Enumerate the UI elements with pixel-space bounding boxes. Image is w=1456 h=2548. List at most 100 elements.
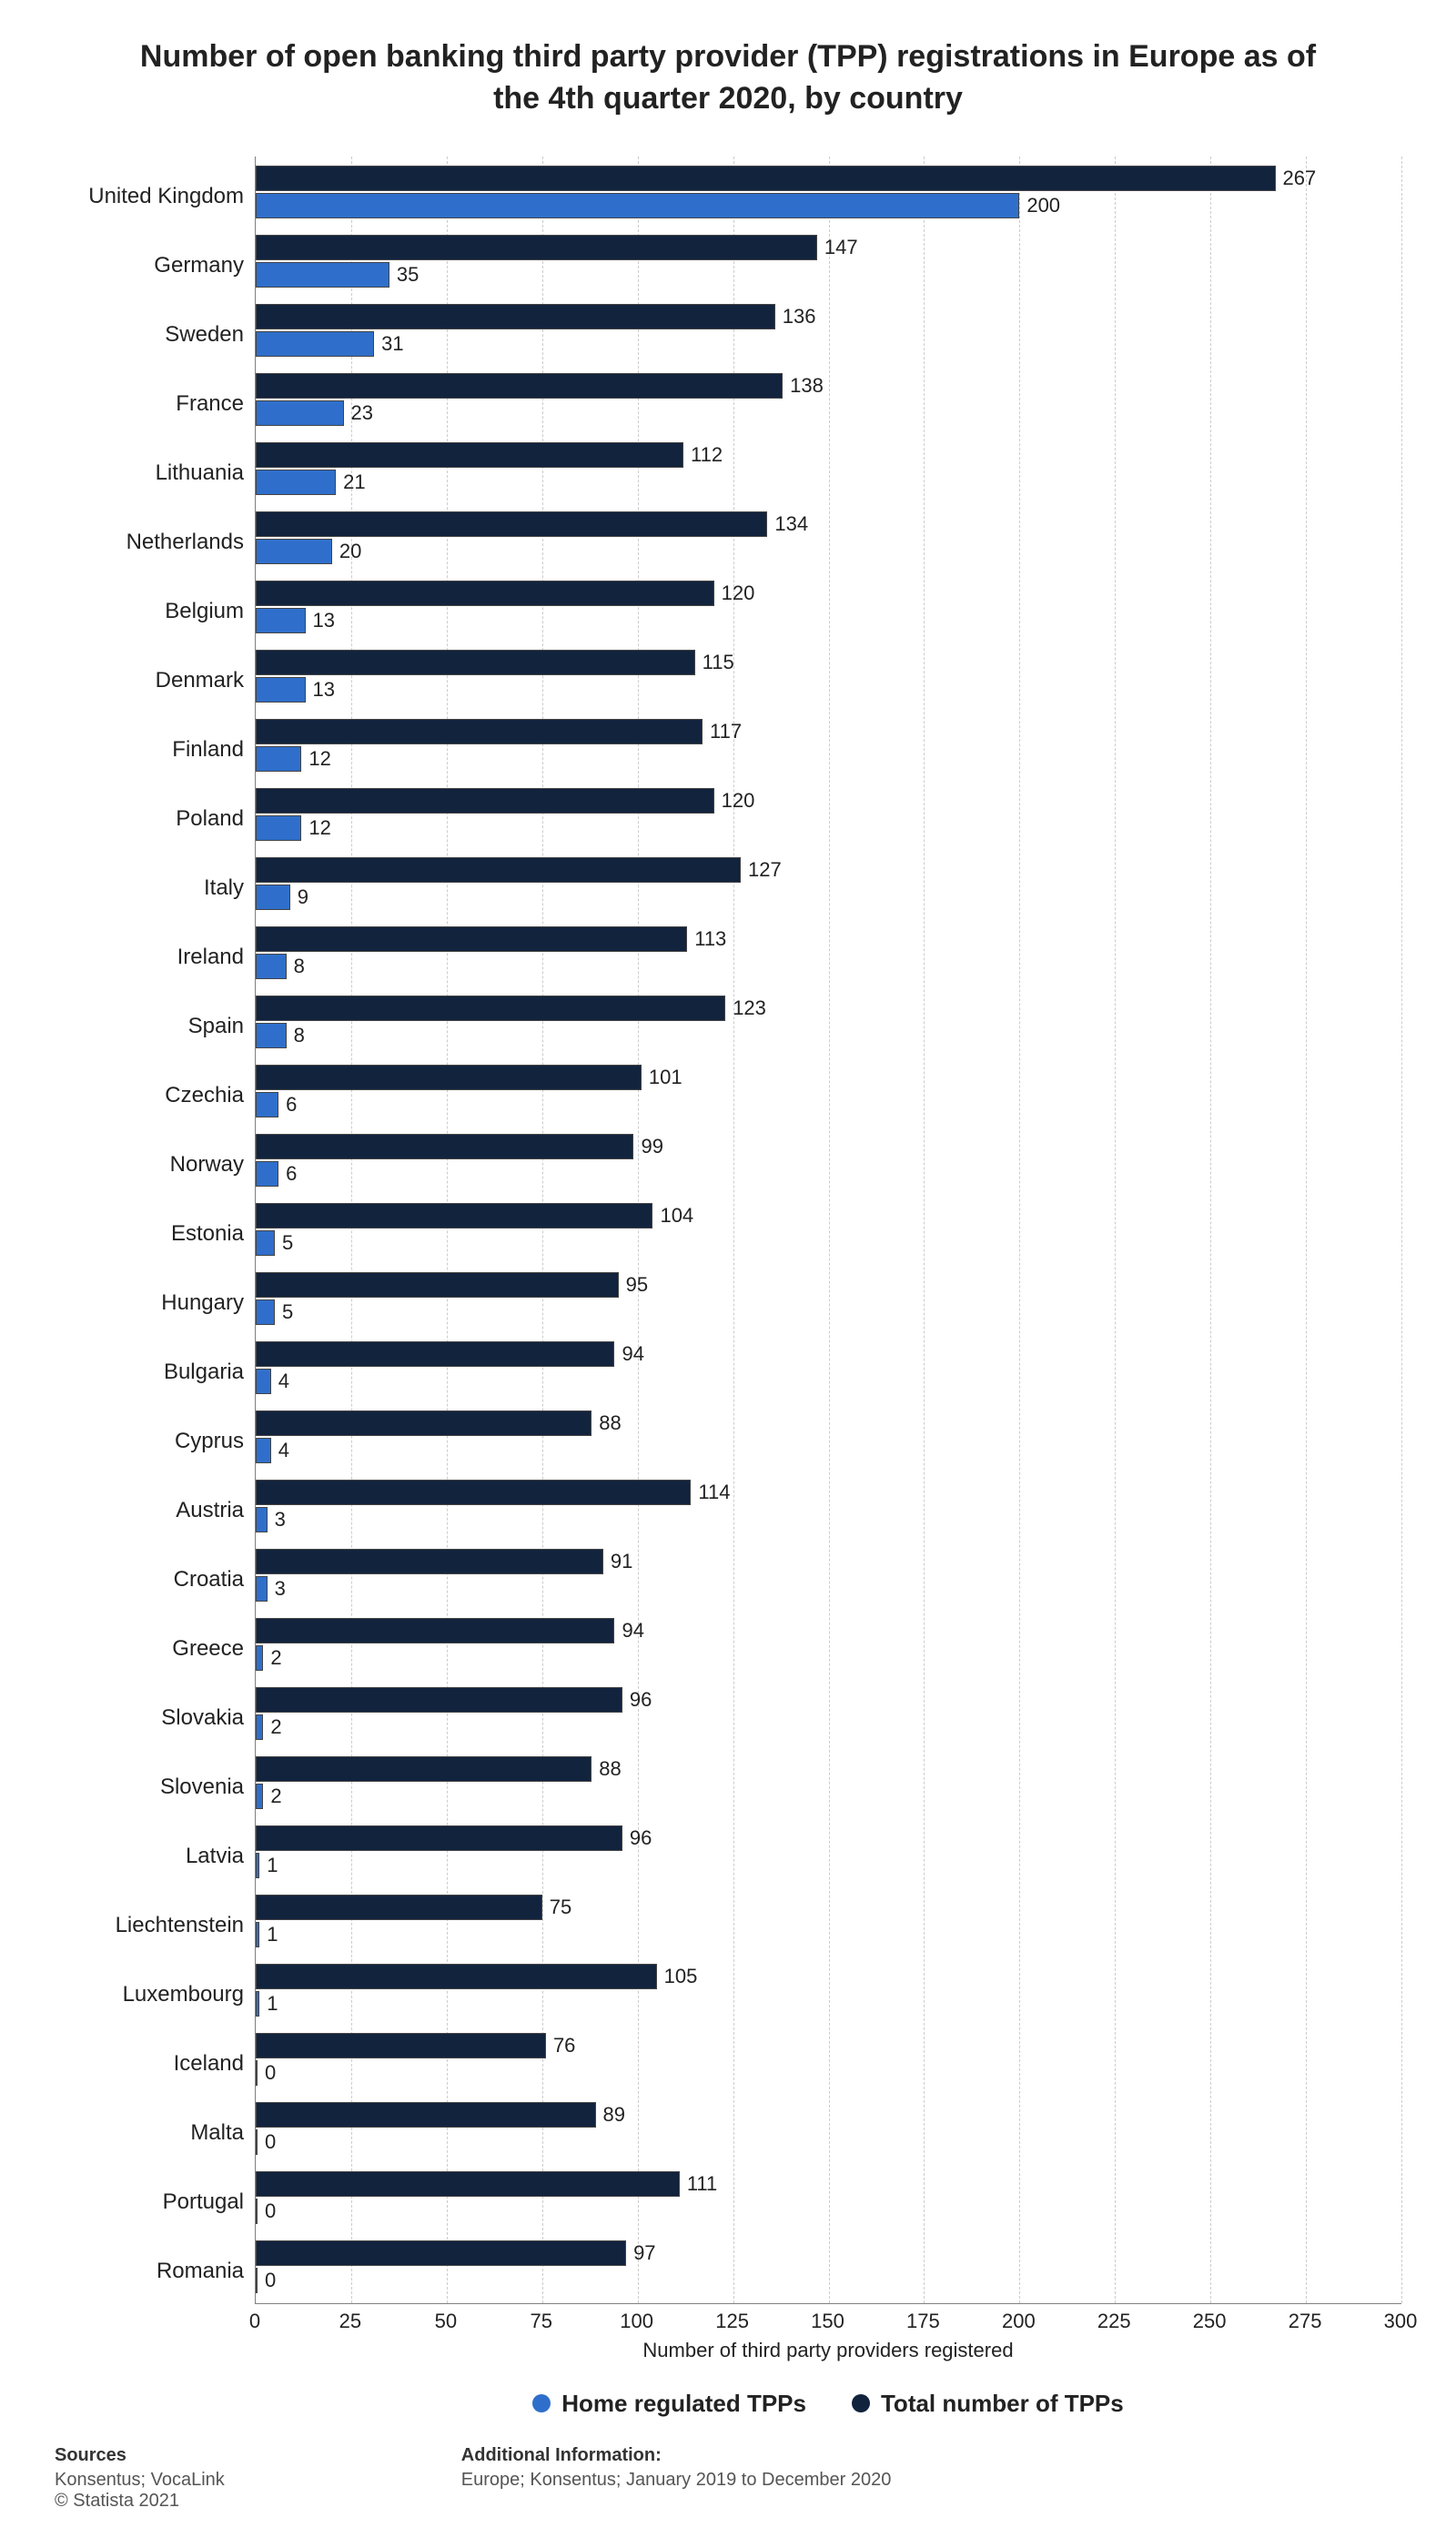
category-label: Bulgaria (164, 1360, 244, 1385)
sources-line: © Statista 2021 (55, 2491, 225, 2512)
bar-value-label: 91 (611, 1550, 632, 1573)
bar-value-label: 96 (630, 1688, 652, 1712)
bar-value-label: 88 (599, 1757, 621, 1781)
bar-value-label: 5 (282, 1300, 293, 1324)
category-label: Finland (172, 737, 244, 763)
bar-value-label: 9 (298, 885, 308, 909)
bar-total: 95 (256, 1272, 648, 1298)
bar-value-label: 0 (265, 2269, 276, 2292)
bar-value-label: 35 (397, 263, 419, 287)
bar-value-label: 2 (270, 1646, 281, 1670)
category-label: Denmark (156, 668, 244, 693)
bar-home: 2 (256, 1714, 282, 1740)
category-label: Spain (188, 1014, 244, 1039)
bar-value-label: 111 (687, 2172, 717, 2196)
bar-value-label: 2 (270, 1785, 281, 1808)
category-label: Sweden (165, 322, 244, 348)
bar-total: 104 (256, 1203, 693, 1228)
bar-total: 120 (256, 581, 754, 606)
bar-value-label: 120 (722, 789, 755, 813)
bar-total: 127 (256, 857, 782, 883)
footer: Sources Konsentus; VocaLink © Statista 2… (55, 2445, 1401, 2512)
bar-value-label: 112 (691, 443, 723, 467)
bar-value-label: 6 (286, 1162, 297, 1186)
bar-home: 23 (256, 400, 373, 426)
bar-total: 113 (256, 926, 726, 952)
x-tick: 300 (1384, 2310, 1418, 2333)
x-tick: 200 (1002, 2310, 1036, 2333)
bar-value-label: 105 (664, 1965, 698, 1988)
bar-total: 267 (256, 166, 1316, 191)
gridline (924, 157, 925, 2303)
gridline (1115, 157, 1116, 2303)
legend-item: Home regulated TPPs (532, 2390, 806, 2418)
bar-total: 120 (256, 788, 754, 814)
bar-home: 4 (256, 1438, 289, 1463)
bar-home: 6 (256, 1161, 297, 1187)
bar-total: 111 (256, 2171, 717, 2197)
bar-home: 0 (256, 2199, 276, 2224)
chart-title: Number of open banking third party provi… (55, 36, 1401, 157)
bar-value-label: 8 (294, 1024, 305, 1047)
bar-value-label: 123 (733, 996, 766, 1020)
bar-home: 13 (256, 677, 335, 703)
bar-value-label: 12 (308, 816, 330, 840)
bar-total: 105 (256, 1964, 697, 1989)
bar-total: 99 (256, 1134, 663, 1159)
legend-label: Home regulated TPPs (561, 2390, 806, 2418)
x-tick: 275 (1289, 2310, 1322, 2333)
category-label: Iceland (174, 2051, 244, 2077)
bar-home: 4 (256, 1369, 289, 1394)
bar-value-label: 94 (622, 1619, 643, 1643)
bar-value-label: 134 (774, 512, 808, 536)
bar-total: 96 (256, 1687, 652, 1713)
bar-value-label: 6 (286, 1093, 297, 1117)
bar-home: 0 (256, 2268, 276, 2293)
bar-value-label: 31 (381, 332, 403, 356)
bar-home: 3 (256, 1576, 286, 1602)
bar-value-label: 147 (824, 236, 858, 259)
sources-head: Sources (55, 2445, 225, 2466)
bar-home: 35 (256, 262, 419, 288)
category-label: Liechtenstein (116, 1913, 244, 1938)
gridline (1306, 157, 1307, 2303)
bar-home: 20 (256, 539, 361, 564)
bar-value-label: 89 (603, 2103, 625, 2127)
bar-value-label: 97 (633, 2241, 655, 2265)
bar-home: 9 (256, 885, 308, 910)
gridline (1401, 157, 1402, 2303)
category-label: Luxembourg (123, 1982, 244, 2007)
plot-area: 2672001473513631138231122113420120131151… (255, 157, 1401, 2304)
bar-value-label: 99 (641, 1135, 662, 1158)
category-label: Czechia (165, 1083, 244, 1108)
bar-value-label: 0 (265, 2199, 276, 2223)
bar-total: 94 (256, 1618, 644, 1643)
x-axis-ticks: 0255075100125150175200225250275300 (255, 2304, 1401, 2331)
bar-value-label: 76 (553, 2034, 575, 2058)
bar-value-label: 120 (722, 581, 755, 605)
bar-value-label: 0 (265, 2061, 276, 2085)
bar-value-label: 8 (294, 955, 305, 978)
bar-home: 5 (256, 1299, 293, 1325)
category-label: Latvia (186, 1844, 244, 1869)
bar-value-label: 267 (1283, 167, 1317, 190)
legend-label: Total number of TPPs (881, 2390, 1124, 2418)
bar-home: 0 (256, 2060, 276, 2086)
bar-home: 8 (256, 1023, 305, 1048)
gridline (1019, 157, 1020, 2303)
bar-home: 12 (256, 746, 331, 772)
bar-value-label: 114 (698, 1481, 730, 1504)
category-label: Portugal (163, 2189, 244, 2215)
bar-home: 31 (256, 331, 404, 357)
bar-value-label: 104 (660, 1204, 693, 1228)
bar-value-label: 101 (649, 1066, 682, 1089)
bar-home: 21 (256, 470, 366, 495)
sources-block: Sources Konsentus; VocaLink © Statista 2… (55, 2445, 225, 2512)
bar-value-label: 2 (270, 1715, 281, 1739)
info-head: Additional Information: (461, 2445, 892, 2466)
bar-value-label: 21 (343, 470, 365, 494)
bar-value-label: 3 (275, 1508, 286, 1532)
legend: Home regulated TPPs Total number of TPPs (255, 2390, 1401, 2418)
bar-value-label: 115 (703, 651, 734, 674)
x-tick: 175 (906, 2310, 940, 2333)
